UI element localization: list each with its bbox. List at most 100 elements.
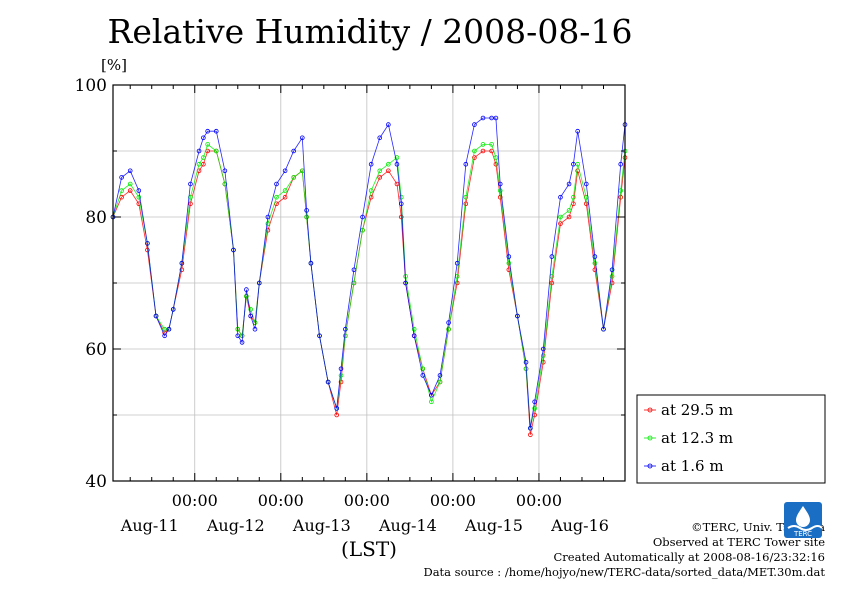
data-point <box>506 254 512 259</box>
data-point <box>592 260 598 266</box>
x-date-label: Aug-15 <box>464 516 523 535</box>
data-point <box>300 135 305 141</box>
data-point <box>334 412 340 418</box>
data-point <box>420 373 426 378</box>
data-point <box>235 333 241 339</box>
data-point <box>558 221 563 226</box>
data-point <box>420 366 426 372</box>
data-point <box>540 346 546 352</box>
x-tick-label: 00:00 <box>172 491 218 510</box>
data-point <box>398 201 404 207</box>
data-source-text: Data source : /home/hojyo/new/TERC-data/… <box>423 565 825 579</box>
data-point <box>523 359 529 365</box>
data-point <box>188 181 193 187</box>
created-text: Created Automatically at 2008-08-16/23:3… <box>553 550 826 564</box>
data-point <box>429 399 434 405</box>
data-point <box>454 280 460 286</box>
data-point <box>549 254 555 259</box>
data-point <box>472 122 477 127</box>
data-point <box>170 307 176 312</box>
data-point <box>618 161 623 167</box>
data-point <box>437 373 443 378</box>
data-point <box>282 194 288 200</box>
data-point <box>239 340 245 345</box>
data-point <box>325 379 331 385</box>
logo-text: TERC <box>793 530 812 538</box>
data-point <box>575 161 580 167</box>
data-point <box>446 326 451 332</box>
observed-text: Observed at TERC Tower site <box>652 535 825 549</box>
legend: at 29.5 m at 12.3 m at 1.6 m <box>636 394 826 484</box>
data-point <box>274 181 279 187</box>
data-point <box>601 326 606 332</box>
data-point <box>291 175 297 180</box>
data-point <box>136 188 142 193</box>
data-point <box>583 201 589 207</box>
data-point <box>282 168 288 174</box>
y-tick-label: 40 <box>85 472 107 492</box>
series-0 <box>110 148 628 438</box>
data-point <box>119 188 124 193</box>
data-point <box>398 194 404 200</box>
data-point <box>222 181 228 187</box>
data-point <box>583 181 589 187</box>
x-date-label: Aug-13 <box>292 516 351 535</box>
y-tick-label: 100 <box>75 76 107 96</box>
data-point <box>540 353 546 358</box>
data-point <box>304 208 309 213</box>
data-point <box>317 333 322 339</box>
legend-entry: at 1.6 m <box>644 457 724 475</box>
data-point <box>239 333 245 339</box>
data-point <box>403 280 408 286</box>
data-point <box>532 406 537 411</box>
data-point <box>196 148 202 154</box>
data-point <box>338 379 344 385</box>
data-point <box>463 161 469 167</box>
data-point <box>394 161 400 167</box>
data-point <box>386 122 391 127</box>
data-point <box>162 326 167 332</box>
x-date-label: Aug-14 <box>378 516 437 535</box>
data-point <box>566 181 572 187</box>
data-point <box>252 326 258 332</box>
data-point <box>532 399 537 405</box>
data-point <box>609 274 615 279</box>
data-point <box>248 313 253 319</box>
data-point <box>213 148 219 154</box>
data-point <box>472 148 477 154</box>
data-point <box>528 425 533 431</box>
credits-block: ©TERC, Univ. Tsukuba Observed at TERC To… <box>423 520 825 580</box>
data-point <box>256 280 262 286</box>
data-point <box>480 142 486 147</box>
data-point <box>222 168 228 174</box>
data-point <box>411 326 417 332</box>
series-layer <box>110 115 628 438</box>
data-point <box>571 161 576 167</box>
data-point <box>454 260 460 266</box>
data-point <box>343 326 348 332</box>
data-point <box>446 320 451 325</box>
x-tick-label: 00:00 <box>430 491 476 510</box>
data-point <box>618 194 623 200</box>
data-point <box>480 148 486 154</box>
data-point <box>291 148 297 154</box>
data-point <box>493 161 499 167</box>
data-point <box>489 142 494 147</box>
data-point <box>179 260 185 266</box>
data-point <box>609 267 615 273</box>
series-line <box>112 143 626 429</box>
data-point <box>566 214 572 220</box>
y-tick-label: 60 <box>85 340 107 360</box>
data-point <box>308 260 314 266</box>
legend-marker <box>647 435 653 441</box>
data-point <box>398 214 404 220</box>
data-point <box>188 194 193 200</box>
grid <box>113 85 625 481</box>
data-point <box>368 188 374 193</box>
data-point <box>472 155 477 160</box>
legend-marker <box>647 407 653 413</box>
legend-box <box>636 394 826 484</box>
data-point <box>480 115 486 121</box>
data-point <box>201 161 206 167</box>
